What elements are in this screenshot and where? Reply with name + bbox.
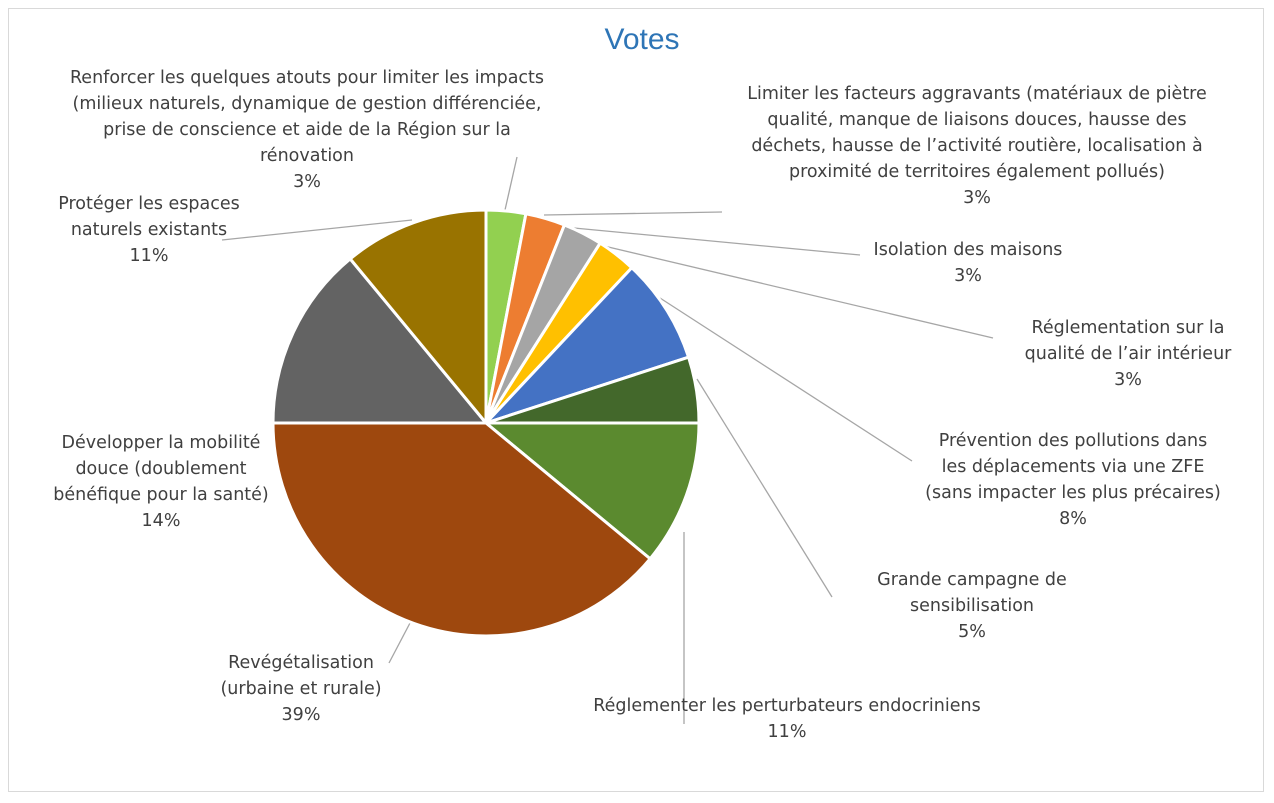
data-labels: Renforcer les quelques atouts pour limit…	[53, 68, 1232, 742]
pie-slice	[271, 257, 488, 425]
leader-line	[388, 622, 411, 664]
data-label: Prévention des pollutions dans les déplac…	[925, 431, 1221, 529]
leader-line	[659, 297, 913, 462]
pie-slice	[348, 208, 488, 425]
pie-slice	[484, 266, 691, 425]
leader-line	[221, 219, 413, 241]
data-label: Grande campagne de sensibilisation 5%	[877, 570, 1067, 642]
pie-slice	[271, 421, 652, 638]
chart-title: Votes	[604, 23, 679, 56]
data-label: Réglementation sur la qualité de l’air in…	[1025, 318, 1233, 390]
pie-slices	[271, 208, 701, 638]
data-label: Développer la mobilité douce (doublement b…	[53, 433, 269, 531]
data-label: Limiter les facteurs aggravants (matéria…	[747, 84, 1207, 208]
data-label: Réglementer les perturbateurs endocrinie…	[593, 696, 980, 742]
leader-lines	[221, 156, 994, 724]
data-label: Renforcer les quelques atouts pour limit…	[70, 68, 544, 192]
data-label: Protéger les espaces naturels existants 11…	[58, 194, 240, 266]
data-label: Isolation des maisons 3%	[874, 240, 1063, 286]
leader-line	[504, 156, 518, 211]
pie-slice	[484, 421, 701, 561]
leader-line	[696, 378, 833, 598]
leader-line	[603, 245, 994, 339]
leader-line	[543, 211, 723, 216]
data-label: Revégétalisation (urbaine et rurale) 39%	[220, 653, 381, 725]
leader-line	[573, 227, 861, 256]
